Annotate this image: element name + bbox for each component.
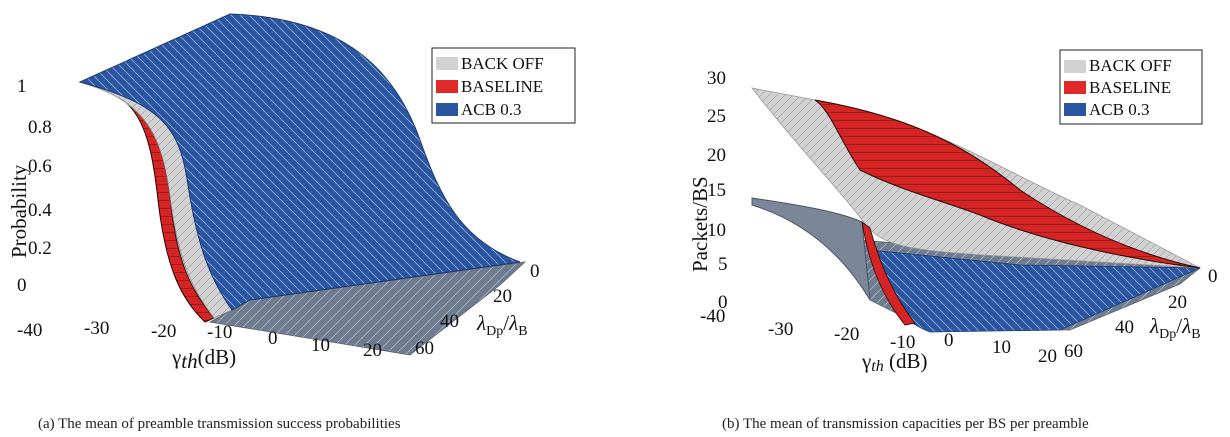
z-tick-a-4: 0.8 <box>28 117 52 138</box>
x-tick-a-2: -20 <box>151 321 176 342</box>
legend-swatch-b-2 <box>1064 103 1086 116</box>
z-tick-b-6: 30 <box>707 68 726 89</box>
z-tick-b-3: 15 <box>707 180 726 201</box>
y-tick-b-3: 60 <box>1064 341 1083 362</box>
chart-b: 0 5 10 15 20 25 30 Packets/BS -40 -30 -2… <box>688 49 1218 375</box>
x-ticks-a: -40 -30 -20 -10 0 10 20 <box>17 318 382 361</box>
x-axis-label-sub-a: th <box>181 349 197 373</box>
x-tick-a-3: -10 <box>207 322 232 343</box>
y-tick-b-1: 20 <box>1168 292 1187 313</box>
z-tick-a-3: 0.6 <box>28 156 52 177</box>
z-tick-a-0: 0 <box>17 275 27 296</box>
y-tick-a-0: 0 <box>530 261 540 282</box>
y-ticks-a: 0 20 40 60 <box>415 261 540 359</box>
y-axis-label-b-a: B <box>518 324 527 339</box>
y-axis-label-dp-a: Dp <box>486 324 503 339</box>
y-axis-label-lambda2-b: λ <box>1181 314 1191 338</box>
legend-swatch-b-0 <box>1064 60 1086 73</box>
x-axis-label-main-a: γ <box>171 345 181 369</box>
legend-swatch-a-1 <box>436 80 458 93</box>
legend-label-b-2: ACB 0.3 <box>1089 100 1149 119</box>
y-tick-b-2: 40 <box>1115 317 1134 338</box>
legend-swatch-a-0 <box>436 57 458 70</box>
x-tick-b-6: 20 <box>1038 346 1057 367</box>
baseline-surface-b <box>814 99 1201 269</box>
x-axis-label-b: γth (dB) <box>861 349 927 375</box>
surface-a <box>78 13 527 356</box>
legend-swatch-a-2 <box>436 103 458 116</box>
x-tick-b-2: -20 <box>834 324 859 345</box>
x-tick-a-5: 10 <box>311 335 330 356</box>
x-tick-b-0: -40 <box>700 306 725 327</box>
x-axis-label-main-b: γ <box>861 349 871 373</box>
z-tick-a-1: 0.2 <box>28 238 52 259</box>
y-ticks-b: 0 20 40 60 <box>1064 266 1218 362</box>
legend-label-a-0: BACK OFF <box>461 54 544 73</box>
y-axis-label-lambda-b: λ <box>1149 314 1159 338</box>
y-axis-label-slash-b: / <box>1176 314 1182 338</box>
y-axis-label-b-b: B <box>1191 327 1200 342</box>
z-tick-b-0: 0 <box>718 292 728 313</box>
legend-b: BACK OFF BASELINE ACB 0.3 <box>1059 49 1203 125</box>
y-tick-a-2: 40 <box>440 311 459 332</box>
z-axis-label-a: Probability <box>7 164 31 258</box>
y-axis-label-lambda2-a: λ <box>508 311 518 335</box>
legend-label-a-2: ACB 0.3 <box>461 100 521 119</box>
x-tick-a-1: -30 <box>84 318 109 339</box>
legend-label-b-1: BASELINE <box>1089 78 1171 97</box>
z-axis-label-b: Packets/BS <box>688 176 712 272</box>
y-axis-label-dp-b: Dp <box>1159 327 1176 342</box>
x-axis-label-unit-a: (dB) <box>198 345 237 369</box>
legend-swatch-b-1 <box>1064 81 1086 94</box>
x-axis-label-a: γth(dB) <box>171 345 236 373</box>
acb-surface-a <box>78 13 521 311</box>
x-tick-b-4: 0 <box>944 330 954 351</box>
x-tick-a-0: -40 <box>17 320 42 341</box>
legend-label-b-0: BACK OFF <box>1089 56 1172 75</box>
y-axis-label-slash-a: / <box>503 311 509 335</box>
surface-b <box>751 87 1202 333</box>
x-ticks-b: -40 -30 -20 -10 0 10 20 <box>700 306 1057 367</box>
acb-surface-b <box>751 197 871 301</box>
y-axis-label-a: λDp/λB <box>476 311 528 339</box>
x-tick-b-1: -30 <box>768 319 793 340</box>
y-tick-a-1: 20 <box>493 286 512 307</box>
chart-a: 0 0.2 0.4 0.6 0.8 1 Probability -40 -30 … <box>7 13 576 373</box>
z-ticks-b: 0 5 10 15 20 25 30 <box>707 68 728 313</box>
z-ticks-a: 0 0.2 0.4 0.6 0.8 1 <box>17 76 52 296</box>
z-tick-b-4: 20 <box>707 145 726 166</box>
z-tick-b-2: 10 <box>707 220 726 241</box>
x-tick-a-6: 20 <box>363 340 382 361</box>
y-tick-a-3: 60 <box>415 338 434 359</box>
z-tick-b-5: 25 <box>707 106 726 127</box>
x-tick-b-5: 10 <box>992 337 1011 358</box>
legend-a: BACK OFF BASELINE ACB 0.3 <box>431 47 576 124</box>
caption-a: (a) The mean of preamble transmission su… <box>38 416 401 432</box>
z-tick-a-2: 0.4 <box>28 200 52 221</box>
legend-label-a-1: BASELINE <box>461 77 543 96</box>
x-tick-b-3: -10 <box>890 332 915 353</box>
baseline-edge-b <box>861 221 916 326</box>
x-tick-a-4: 0 <box>268 328 278 349</box>
z-tick-b-1: 5 <box>718 254 728 275</box>
caption-b: (b) The mean of transmission capacities … <box>722 416 1089 432</box>
y-tick-b-0: 0 <box>1208 266 1218 287</box>
x-axis-label-sub-b: th <box>871 358 883 375</box>
y-axis-label-lambda-a: λ <box>476 311 486 335</box>
y-axis-label-b: λDp/λB <box>1149 314 1201 342</box>
z-tick-a-5: 1 <box>17 76 27 97</box>
x-axis-label-unit-b: (dB) <box>884 349 928 373</box>
